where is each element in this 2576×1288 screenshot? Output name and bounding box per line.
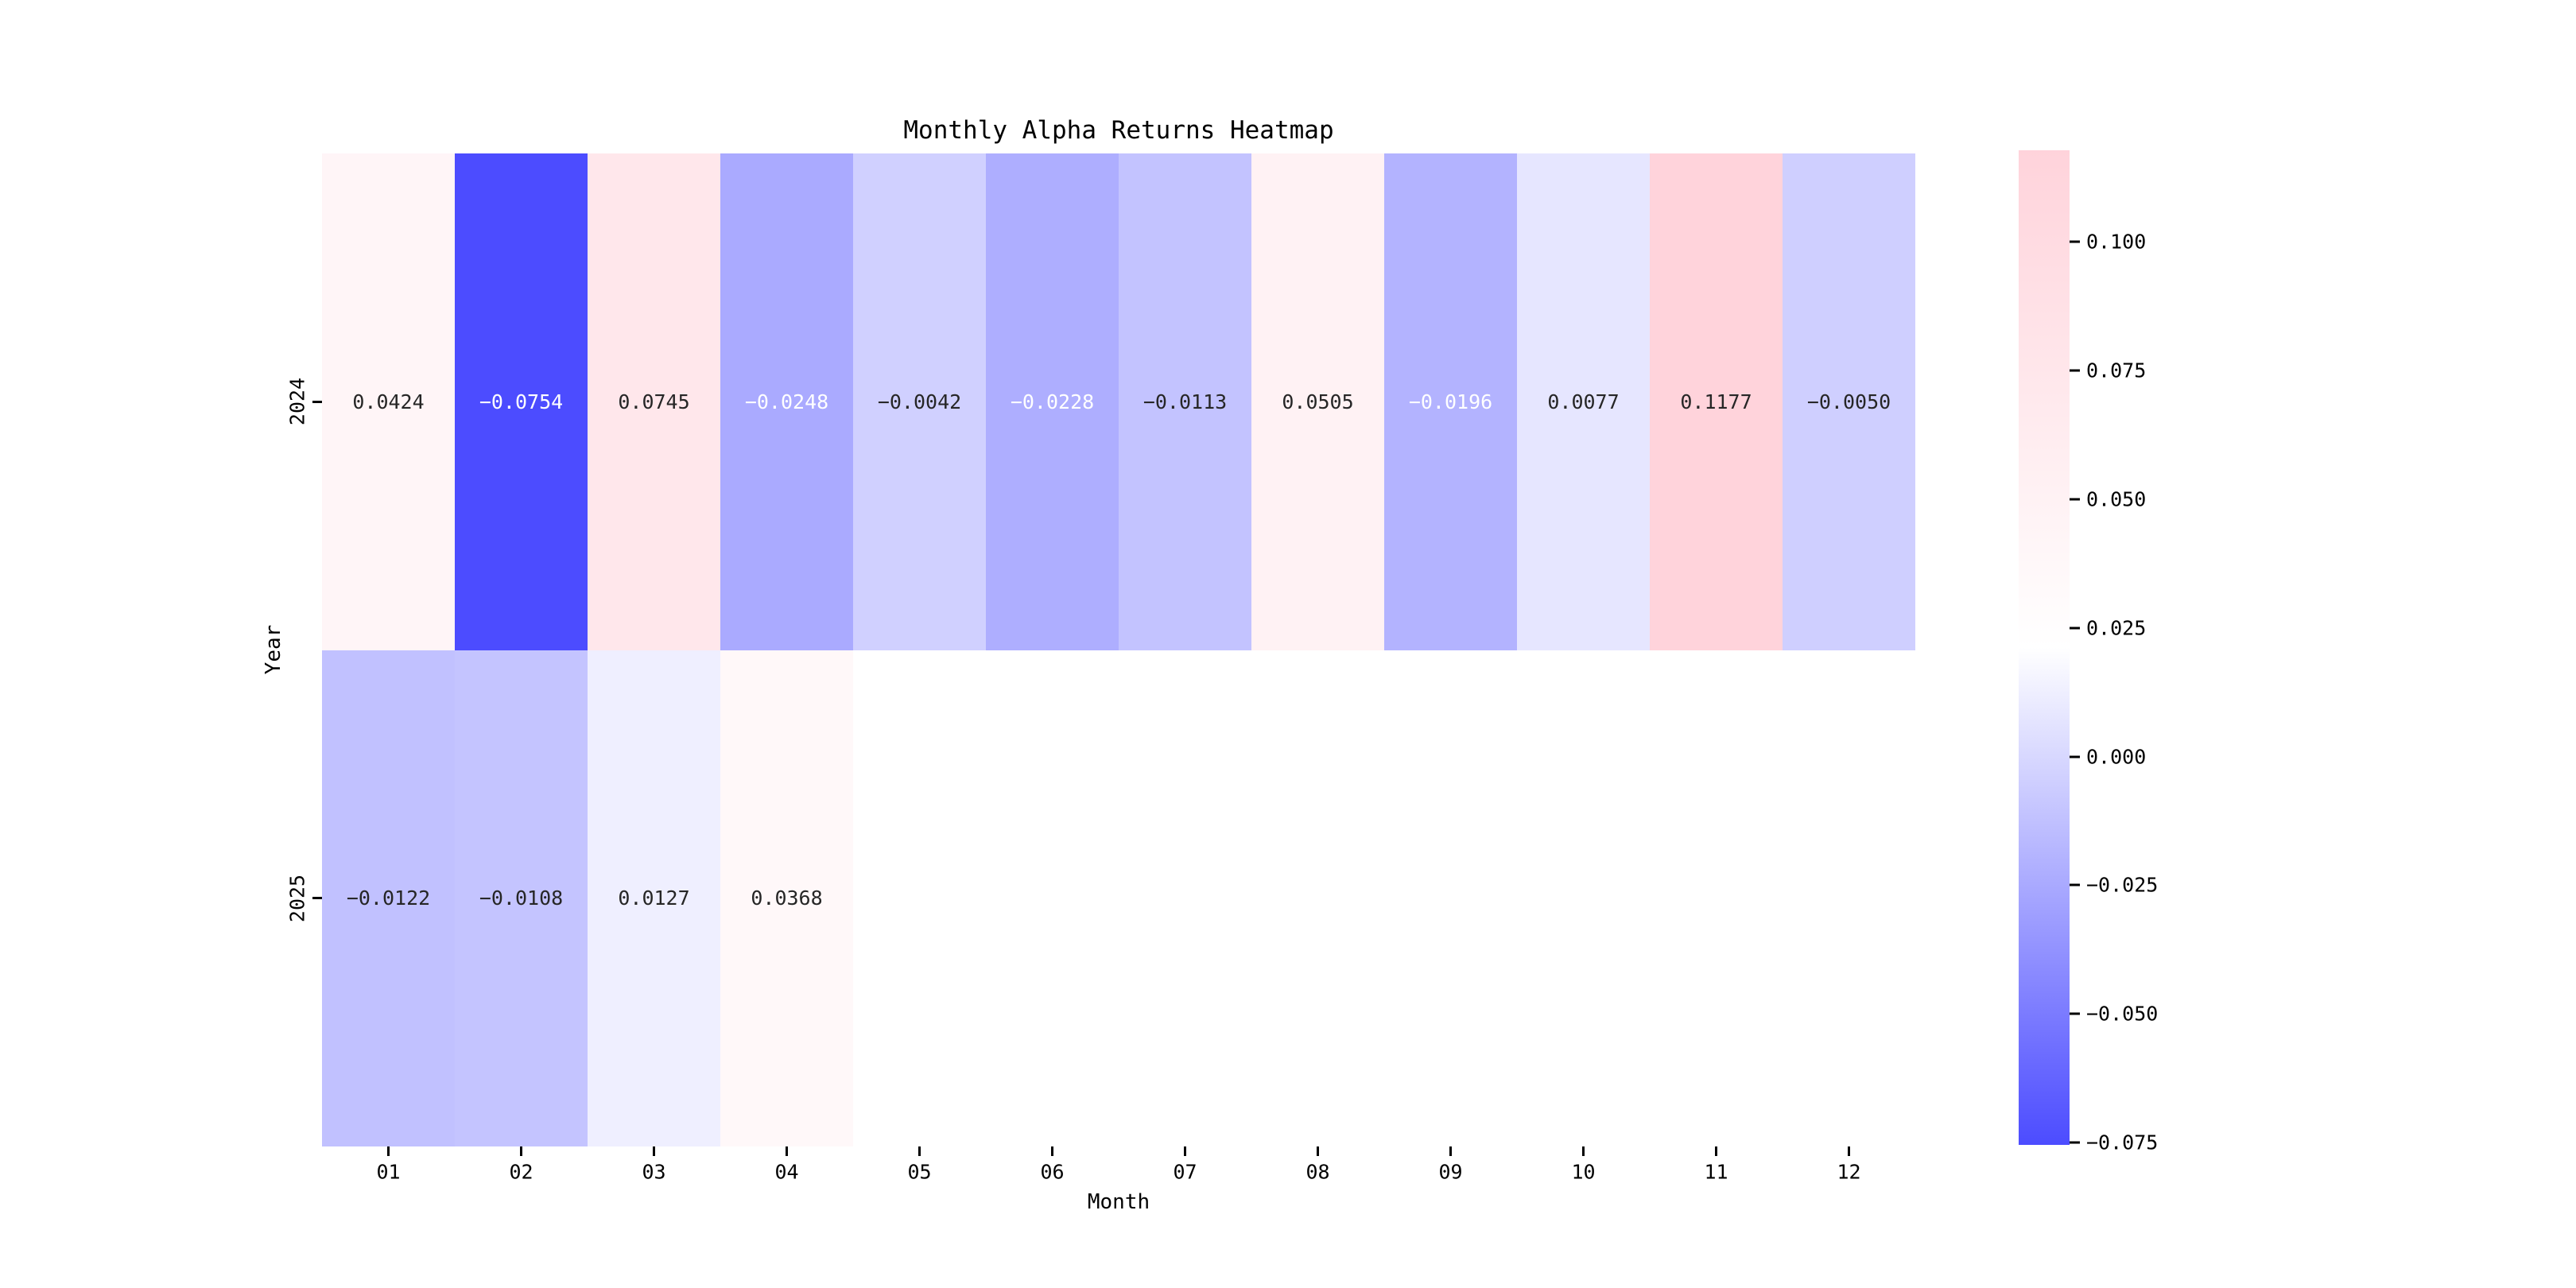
x-tick-mark [786, 1146, 788, 1156]
x-tick-label: 04 [774, 1160, 799, 1184]
colorbar-tick-mark [2070, 1141, 2080, 1144]
x-tick-mark [1582, 1146, 1585, 1156]
x-tick-label: 01 [376, 1160, 401, 1184]
colorbar-tick-mark [2070, 755, 2080, 758]
cell-value: 0.0077 [1547, 390, 1620, 413]
x-tick-label: 06 [1040, 1160, 1065, 1184]
cell-value: 0.1177 [1680, 390, 1752, 413]
x-tick-mark [1449, 1146, 1452, 1156]
x-tick-mark [1051, 1146, 1053, 1156]
heatmap-cell [986, 650, 1119, 1146]
cell-value: −0.0228 [1010, 390, 1095, 413]
colorbar-tick-mark [2070, 1012, 2080, 1015]
cell-value: 0.0505 [1282, 390, 1354, 413]
heatmap-cell: 0.0127 [588, 650, 720, 1146]
heatmap-cell: 0.1177 [1650, 153, 1783, 650]
x-tick-mark [918, 1146, 921, 1156]
heatmap-cell: 0.0424 [322, 153, 455, 650]
cell-value: −0.0042 [877, 390, 962, 413]
y-tick-label: 2024 [285, 378, 309, 426]
heatmap-cell [1251, 650, 1384, 1146]
colorbar-tick-mark [2070, 498, 2080, 501]
heatmap-cell: −0.0248 [720, 153, 853, 650]
colorbar-tick-mark [2070, 627, 2080, 630]
x-tick-label: 11 [1704, 1160, 1728, 1184]
y-axis-label: Year [262, 624, 285, 675]
heatmap-cell [1650, 650, 1783, 1146]
heatmap-cell: −0.0050 [1783, 153, 1915, 650]
colorbar-tick-label: −0.025 [2086, 873, 2159, 897]
x-tick-mark [1317, 1146, 1319, 1156]
heatmap-cell [1119, 650, 1251, 1146]
chart-title: Monthly Alpha Returns Heatmap [903, 116, 1334, 145]
x-tick-mark [1715, 1146, 1717, 1156]
colorbar-tick-label: 0.050 [2086, 487, 2147, 511]
heatmap-cell: 0.0505 [1251, 153, 1384, 650]
heatmap-cell: 0.0745 [588, 153, 720, 650]
heatmap-cell: −0.0108 [455, 650, 588, 1146]
cell-value: −0.0050 [1806, 390, 1891, 413]
cell-value: −0.0248 [744, 390, 829, 413]
heatmap-cell: −0.0754 [455, 153, 588, 650]
cell-value: −0.0122 [346, 886, 431, 910]
cell-value: −0.0108 [479, 886, 564, 910]
heatmap-cell: −0.0113 [1119, 153, 1251, 650]
x-tick-mark [520, 1146, 522, 1156]
cell-value: 0.0745 [618, 390, 690, 413]
y-tick-label: 2025 [285, 874, 309, 922]
cell-value: −0.0754 [479, 390, 564, 413]
cell-value: 0.0424 [352, 390, 425, 413]
heatmap-cell: 0.0077 [1517, 153, 1650, 650]
cell-value: 0.0368 [751, 886, 823, 910]
x-tick-label: 07 [1173, 1160, 1197, 1184]
colorbar-gradient [2019, 150, 2070, 1145]
heatmap-cell [1517, 650, 1650, 1146]
heatmap-grid: 0.0424 −0.0754 0.0745 −0.0248 −0.0042 −0.0228… [322, 153, 1915, 1146]
x-tick-label: 10 [1571, 1160, 1596, 1184]
y-tick-mark [312, 897, 322, 900]
cell-value: 0.0127 [618, 886, 690, 910]
x-tick-label: 12 [1837, 1160, 1861, 1184]
heatmap-cell: −0.0228 [986, 153, 1119, 650]
heatmap-cell: −0.0196 [1384, 153, 1517, 650]
x-tick-mark [653, 1146, 655, 1156]
colorbar-tick-mark [2070, 240, 2080, 243]
heatmap-cell [1783, 650, 1915, 1146]
heatmap-cell [1384, 650, 1517, 1146]
colorbar-tick-mark [2070, 369, 2080, 372]
x-axis-label: Month [1087, 1190, 1150, 1214]
heatmap-cell: −0.0122 [322, 650, 455, 1146]
colorbar-tick-mark [2070, 883, 2080, 886]
colorbar-tick-label: −0.050 [2086, 1002, 2159, 1026]
x-tick-label: 02 [509, 1160, 533, 1184]
x-tick-label: 08 [1305, 1160, 1330, 1184]
cell-value: −0.0113 [1143, 390, 1228, 413]
colorbar-tick-label: −0.075 [2086, 1131, 2159, 1154]
heatmap-cell: −0.0042 [853, 153, 986, 650]
colorbar-tick-label: 0.000 [2086, 745, 2147, 769]
x-tick-label: 05 [907, 1160, 932, 1184]
heatmap-cell [853, 650, 986, 1146]
x-tick-label: 03 [642, 1160, 666, 1184]
x-tick-label: 09 [1438, 1160, 1463, 1184]
heatmap-cell: 0.0368 [720, 650, 853, 1146]
x-tick-mark [1848, 1146, 1850, 1156]
colorbar-tick-label: 0.075 [2086, 359, 2147, 382]
x-tick-mark [387, 1146, 390, 1156]
cell-value: −0.0196 [1408, 390, 1493, 413]
y-tick-mark [312, 400, 322, 403]
x-tick-mark [1184, 1146, 1186, 1156]
colorbar-tick-label: 0.025 [2086, 616, 2147, 640]
colorbar-tick-label: 0.100 [2086, 230, 2147, 254]
